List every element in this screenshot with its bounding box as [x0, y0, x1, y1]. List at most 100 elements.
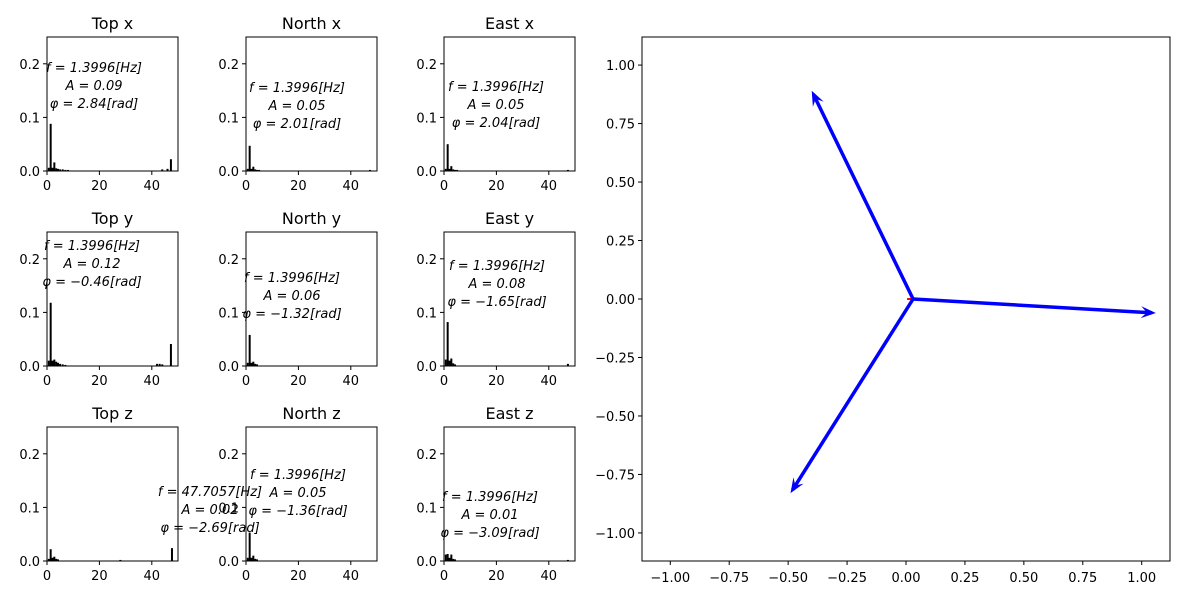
y-tick-label: 0.2: [416, 58, 437, 73]
subplot-title: North y: [282, 209, 341, 228]
annotation-line: f = 1.3996[Hz]: [442, 490, 538, 505]
x-tick-label: 40: [343, 569, 360, 584]
x-tick-label: 0.75: [1068, 571, 1097, 586]
y-tick-label: 0.0: [19, 165, 40, 180]
plot-frame: [443, 231, 576, 367]
x-tick-label: 0: [242, 374, 250, 389]
x-tick-label: 40: [144, 179, 161, 194]
annotation-line: φ = 2.84[rad]: [50, 97, 138, 112]
annotation-line: A = 0.05: [467, 98, 525, 113]
annotation-line: f = 1.3996[Hz]: [244, 271, 340, 286]
x-tick-label: 0: [242, 179, 250, 194]
annotation-line: φ = 2.01[rad]: [253, 117, 341, 132]
peak-annotation: f = 1.3996[Hz] A = 0.08 φ = −1.65[rad]: [447, 259, 546, 310]
annotation-line: φ = −1.36[rad]: [248, 504, 347, 519]
y-tick-label: 0.0: [218, 555, 239, 570]
plot-frame: [245, 426, 378, 562]
y-tick-label: 0.2: [218, 448, 239, 463]
annotation-line: A = 0.09: [65, 79, 123, 94]
y-tick-label: 0.1: [218, 111, 239, 126]
arrow-shaft: [912, 297, 1152, 315]
subplot-title: North z: [282, 404, 340, 423]
x-tick-label: 20: [91, 179, 108, 194]
arrow-head: [1140, 306, 1156, 319]
y-tick-label: 0.1: [19, 501, 40, 516]
y-tick-label: 0.2: [218, 58, 239, 73]
annotation-line: φ = −0.46[rad]: [42, 275, 141, 290]
annotation-line: f = 1.3996[Hz]: [249, 81, 345, 96]
annotation-line: φ = −1.65[rad]: [447, 295, 546, 310]
x-tick-label: 40: [144, 374, 161, 389]
y-tick-label: 0.1: [218, 501, 239, 516]
annotation-line: A = 0.08: [468, 277, 526, 292]
x-tick-label: 20: [488, 374, 505, 389]
x-tick-label: 20: [290, 374, 307, 389]
x-tick-label: 40: [343, 179, 360, 194]
subplot-east-x: East x 0 20 40 0.0 0.1 0.2 f = 1.3996[Hz] A = 0.…: [416, 14, 576, 194]
x-tick-label: −0.75: [709, 571, 749, 586]
annotation-line: A = 0.12: [63, 257, 121, 272]
plot-frame: [46, 36, 179, 172]
x-tick-label: 20: [488, 179, 505, 194]
y-tick-label: −0.50: [595, 410, 635, 425]
subplot-title: Top x: [91, 14, 134, 33]
subplot-top-y: Top y 0 20 40 0.0 0.1 0.2 f = 1.3996[Hz] A = 0.1…: [19, 209, 179, 389]
x-tick-label: 0: [242, 569, 250, 584]
x-tick-label: 20: [290, 179, 307, 194]
subplot-east-y: East y 0 20 40 0.0 0.1 0.2 f = 1.3996[Hz] A = 0.…: [416, 209, 576, 389]
y-tick-label: 0.50: [606, 176, 635, 191]
annotation-line: A = 0.06: [263, 289, 321, 304]
y-tick-label: 1.00: [606, 59, 635, 74]
subplot-top-x: Top x 0 20 40 0.0 0.1 0.2 f = 1.3996[Hz] A = 0.0…: [19, 14, 179, 194]
x-tick-label: 40: [541, 179, 558, 194]
y-tick-label: −0.75: [595, 468, 635, 483]
x-tick-label: 40: [541, 374, 558, 389]
y-tick-label: 0.0: [218, 360, 239, 375]
x-tick-label: 0: [440, 374, 448, 389]
y-tick-label: 0.1: [218, 306, 239, 321]
y-tick-label: 0.25: [606, 235, 635, 250]
subplot-title: Top y: [91, 209, 134, 228]
plot-frame: [443, 36, 576, 172]
y-tick-label: 0.75: [606, 118, 635, 133]
x-tick-label: 40: [343, 374, 360, 389]
x-tick-label: 20: [488, 569, 505, 584]
annotation-line: A = 0.05: [268, 99, 326, 114]
y-tick-label: 0.2: [416, 448, 437, 463]
y-tick-label: 0.1: [416, 501, 437, 516]
peak-annotation: f = 1.3996[Hz] A = 0.06 φ = −1.32[rad]: [242, 271, 341, 322]
peak-annotation: f = 1.3996[Hz] A = 0.01 φ = −3.09[rad]: [440, 490, 539, 541]
plot-frame: [245, 36, 378, 172]
y-tick-label: 0.0: [416, 360, 437, 375]
y-tick-label: 0.1: [19, 111, 40, 126]
peak-annotation: f = 1.3996[Hz] A = 0.05 φ = 2.01[rad]: [249, 81, 345, 132]
x-tick-label: 20: [91, 569, 108, 584]
y-tick-label: 0.2: [19, 58, 40, 73]
phasor-arrow-1: [811, 90, 915, 300]
y-tick-label: 0.00: [606, 293, 635, 308]
y-tick-label: 0.1: [416, 306, 437, 321]
y-tick-label: 0.2: [218, 253, 239, 268]
annotation-line: f = 1.3996[Hz]: [448, 80, 544, 95]
annotation-line: φ = −1.32[rad]: [242, 307, 341, 322]
plot-frame: [443, 426, 576, 562]
peak-annotation: f = 1.3996[Hz] A = 0.05 φ = −1.36[rad]: [248, 468, 347, 519]
annotation-line: φ = −3.09[rad]: [440, 526, 539, 541]
x-tick-label: 0.50: [1009, 571, 1038, 586]
annotation-line: f = 47.7057[Hz]: [158, 485, 262, 500]
y-tick-label: 0.0: [416, 165, 437, 180]
annotation-line: A = 0.05: [269, 486, 327, 501]
annotation-line: f = 1.3996[Hz]: [46, 61, 142, 76]
y-tick-label: 0.0: [416, 555, 437, 570]
subplot-top-z: Top z 0 20 40 0.0 0.1 0.2 f = 47.7057[Hz] A = 0.…: [19, 404, 262, 584]
vector-plot: −1.00 −0.75 −0.50 −0.25 0.00 0.25 0.50 0.75 1.00…: [595, 36, 1171, 586]
y-tick-label: −0.25: [595, 351, 635, 366]
phasor-arrow-2: [912, 297, 1156, 319]
x-tick-label: 0: [440, 179, 448, 194]
x-tick-label: 0.00: [892, 571, 921, 586]
annotation-line: f = 1.3996[Hz]: [250, 468, 346, 483]
peak-annotation: f = 1.3996[Hz] A = 0.05 φ = 2.04[rad]: [448, 80, 544, 131]
y-tick-label: 0.2: [19, 448, 40, 463]
subplot-title: East x: [485, 14, 534, 33]
